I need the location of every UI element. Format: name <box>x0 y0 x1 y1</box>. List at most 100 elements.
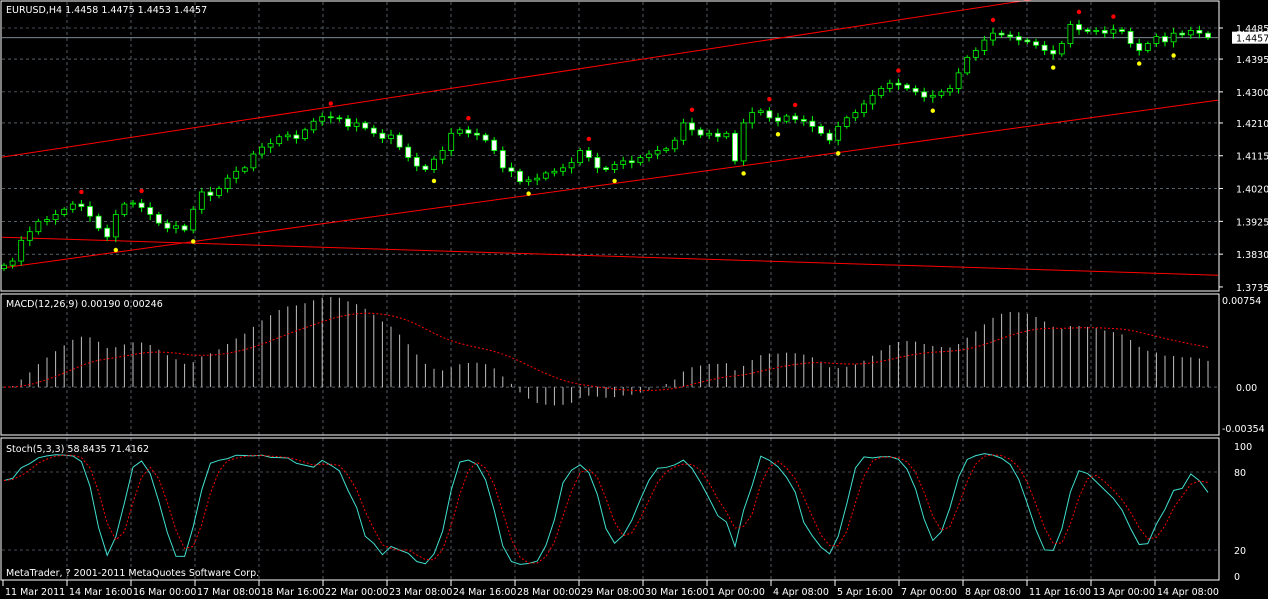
macd-signal-line <box>3 312 1209 392</box>
candle-body <box>388 134 394 139</box>
candle <box>852 109 859 122</box>
candle-body <box>1076 24 1082 31</box>
fractal-down-marker <box>113 247 119 253</box>
time-label: 17 Mar 08:00 <box>197 587 260 598</box>
candle-body <box>775 117 781 122</box>
candle-body <box>302 129 308 139</box>
candle <box>577 147 584 166</box>
candle-body <box>1179 32 1186 36</box>
candle-body <box>1187 30 1194 36</box>
candle-body <box>1024 39 1031 43</box>
candle <box>431 156 437 173</box>
candle <box>422 164 429 172</box>
candle <box>198 187 205 214</box>
time-label: 11 Apr 16:00 <box>1029 587 1091 598</box>
candle-body <box>921 91 928 98</box>
candle-body <box>938 91 945 96</box>
macd-scale-label: 0.00754 <box>1222 296 1261 307</box>
stoch-scale-label: 20 <box>1234 546 1246 557</box>
copyright-text: MetaTrader, ? 2001-2011 MetaQuotes Softw… <box>6 568 259 579</box>
trendlines[interactable] <box>1 0 1219 276</box>
price-label: 1.4020 <box>1236 185 1268 196</box>
candle <box>800 115 807 126</box>
candle-body <box>465 129 472 134</box>
candle <box>1162 32 1168 47</box>
candle <box>87 201 93 222</box>
candle <box>181 223 188 233</box>
candle <box>327 111 334 124</box>
candle-body <box>276 136 283 145</box>
trendline <box>1 0 1033 158</box>
candle <box>809 116 816 133</box>
grid <box>2 2 1218 580</box>
candle <box>482 132 489 143</box>
stoch-scale-label: 0 <box>1234 572 1240 583</box>
time-axis: 11 Mar 2011 14 Mar 16:00 16 Mar 00:00 17 Ma… <box>2 580 1219 598</box>
time-label: 16 Mar 00:00 <box>133 587 196 598</box>
candle <box>302 127 308 141</box>
candle <box>1205 31 1211 40</box>
candle <box>826 129 833 145</box>
candle-body <box>697 129 704 136</box>
candle-body <box>886 82 893 89</box>
fractal-up-marker <box>990 17 996 23</box>
candle-body <box>121 203 128 215</box>
candle <box>52 209 59 225</box>
price-label: 1.3830 <box>1236 250 1268 261</box>
candle-body <box>1144 43 1151 51</box>
candle-body <box>267 143 274 148</box>
candle-body <box>1 264 7 270</box>
current-price-label: 1.4457 <box>1236 34 1268 45</box>
candle-body <box>1162 36 1168 43</box>
candle-body <box>224 177 231 189</box>
candle-body <box>749 112 756 124</box>
candle <box>405 143 412 162</box>
time-label: 18 Mar 16:00 <box>261 587 324 598</box>
fractal-down-marker <box>191 239 196 244</box>
candle-body <box>1196 30 1203 34</box>
candle-body <box>955 72 962 89</box>
candle-body <box>95 215 102 229</box>
candle <box>671 137 678 153</box>
candle <box>783 113 790 124</box>
candle-body <box>198 191 205 210</box>
candle-body <box>1101 30 1108 34</box>
candle <box>336 115 343 122</box>
candle <box>1067 20 1074 48</box>
candle <box>620 156 627 169</box>
candle-body <box>250 153 257 169</box>
time-label: 7 Apr 00:00 <box>901 587 957 598</box>
candle-body <box>370 127 377 134</box>
candles <box>1 19 1211 271</box>
candle <box>276 134 283 147</box>
candle-body <box>207 191 214 196</box>
stoch-panel-border <box>0 437 1220 581</box>
candle-body <box>972 50 979 58</box>
candle-body <box>61 208 68 215</box>
candle-body <box>44 219 50 222</box>
candle-body <box>620 160 627 165</box>
candle-body <box>714 132 721 138</box>
candle <box>78 199 85 212</box>
candle-body <box>87 206 93 217</box>
candle-body <box>800 119 807 122</box>
candle <box>147 202 154 221</box>
price-label: 1.4210 <box>1236 119 1268 130</box>
candle <box>886 79 893 93</box>
time-label: 24 Mar 16:00 <box>453 587 516 598</box>
candle-body <box>35 220 42 233</box>
candle <box>155 211 162 226</box>
candle-body <box>757 110 764 113</box>
candle <box>972 47 979 61</box>
candle <box>448 128 455 157</box>
candle-body <box>1084 29 1091 32</box>
candle <box>594 152 601 173</box>
candle <box>1033 38 1039 49</box>
candle-body <box>138 202 145 208</box>
candle <box>757 108 764 116</box>
candle <box>95 213 102 232</box>
candle-body <box>637 157 644 164</box>
candle <box>542 170 549 181</box>
candle <box>241 165 248 174</box>
